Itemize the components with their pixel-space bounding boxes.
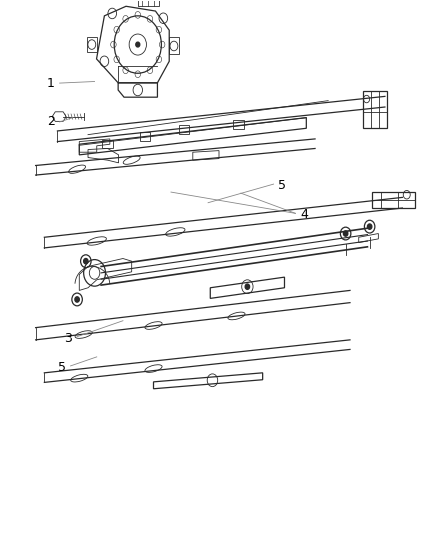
Bar	[179, 125, 189, 134]
Text: 5: 5	[58, 361, 66, 374]
Circle shape	[84, 259, 88, 264]
Text: 5: 5	[278, 179, 286, 192]
Circle shape	[367, 224, 372, 229]
Text: 2: 2	[47, 116, 55, 128]
Text: 3: 3	[64, 332, 72, 345]
Circle shape	[343, 231, 348, 236]
Bar	[102, 140, 113, 149]
Text: 1: 1	[47, 77, 55, 90]
Bar	[233, 120, 244, 129]
Text: 4: 4	[300, 208, 308, 221]
Circle shape	[75, 297, 79, 302]
Circle shape	[136, 42, 140, 47]
Bar	[140, 132, 150, 141]
Circle shape	[245, 284, 250, 289]
